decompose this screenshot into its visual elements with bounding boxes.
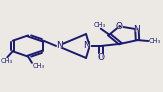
Text: N: N xyxy=(83,41,91,51)
Text: O: O xyxy=(97,53,105,62)
Text: O: O xyxy=(116,22,123,31)
Text: O: O xyxy=(116,22,123,31)
Text: N: N xyxy=(83,41,90,51)
Text: N: N xyxy=(133,25,141,34)
Text: CH₃: CH₃ xyxy=(0,58,13,64)
Text: O: O xyxy=(97,53,104,62)
Text: N: N xyxy=(133,25,140,34)
Text: CH₃: CH₃ xyxy=(94,22,106,28)
Text: N: N xyxy=(56,41,62,51)
Text: N: N xyxy=(55,41,63,51)
Text: CH₃: CH₃ xyxy=(149,38,161,44)
Text: CH₃: CH₃ xyxy=(32,63,44,69)
